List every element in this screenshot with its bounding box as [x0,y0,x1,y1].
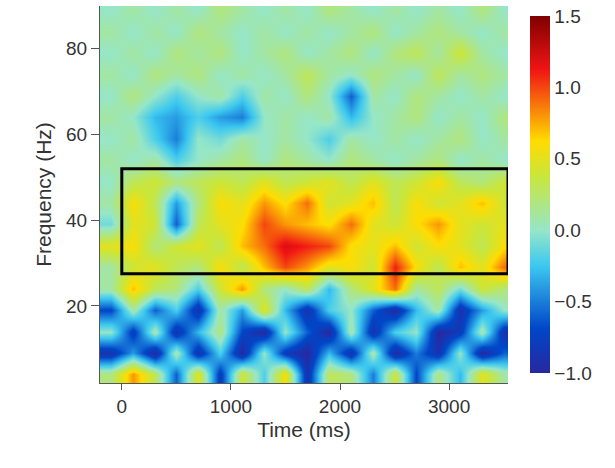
svg-text:1.5: 1.5 [554,6,580,27]
svg-text:40: 40 [66,210,87,231]
svg-text:Frequency (Hz): Frequency (Hz) [32,122,55,267]
svg-text:1000: 1000 [210,396,252,417]
svg-text:0: 0 [117,396,128,417]
svg-text:80: 80 [66,38,87,59]
svg-text:3000: 3000 [428,396,470,417]
svg-text:−0.5: −0.5 [554,291,592,312]
svg-text:−1.0: −1.0 [554,363,592,384]
svg-text:2000: 2000 [319,396,361,417]
svg-text:20: 20 [66,296,87,317]
svg-text:60: 60 [66,124,87,145]
svg-text:1.0: 1.0 [554,77,580,98]
svg-text:0.0: 0.0 [554,220,580,241]
svg-text:0.5: 0.5 [554,148,580,169]
svg-text:Time (ms): Time (ms) [257,418,351,441]
